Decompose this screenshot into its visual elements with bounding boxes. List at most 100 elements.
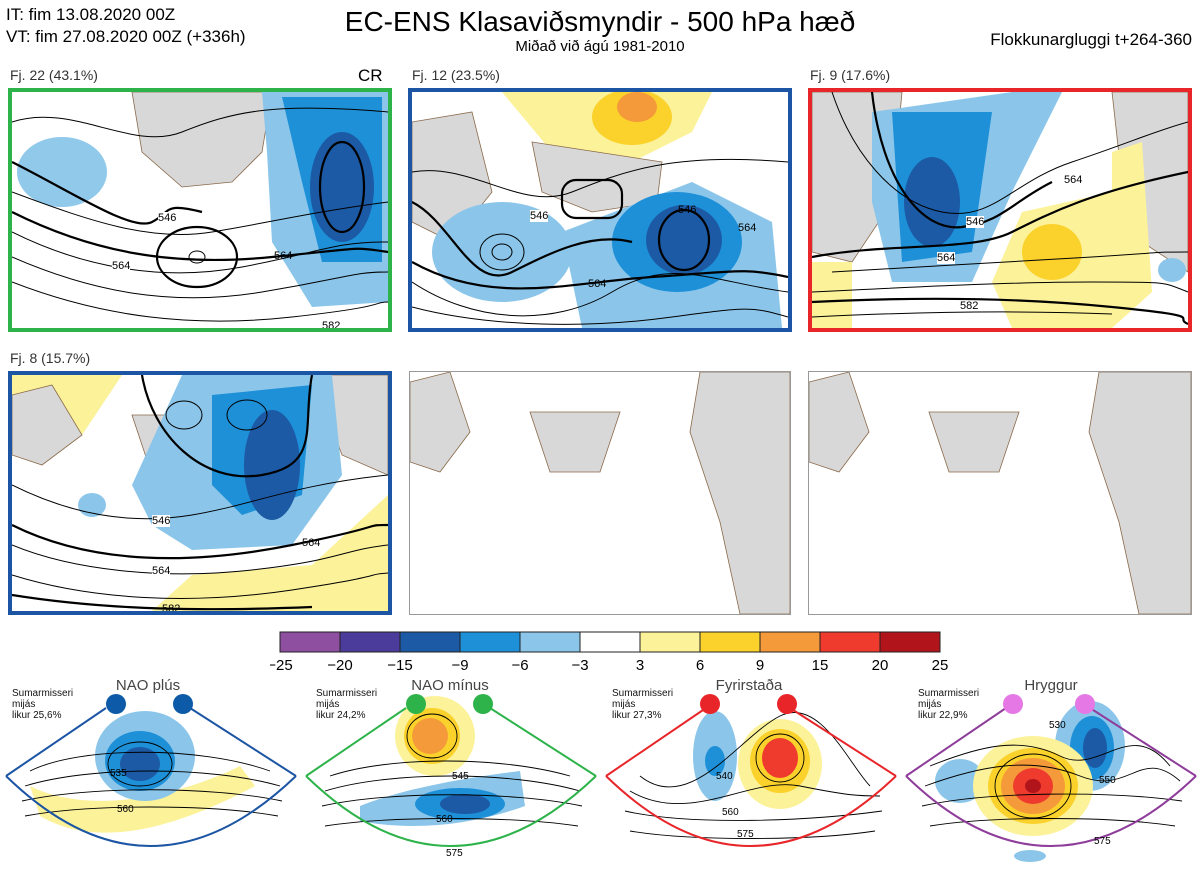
panel-1-tag: CR <box>358 66 383 85</box>
regime-dot <box>173 694 193 714</box>
contour-label: 550 <box>1099 775 1116 786</box>
cluster-map-2: 546 546 564 564 <box>408 88 792 332</box>
regime-dot <box>1075 694 1095 714</box>
regime-info: Sumarmisseri mijás likur 24,2% <box>316 688 377 721</box>
regime-dot <box>700 694 720 714</box>
regime-title: NAO mínus <box>411 677 489 694</box>
regime-mean: mijás <box>12 699 36 710</box>
classification-window: Flokkunargluggi t+264-360 <box>990 30 1192 49</box>
cluster-map-1: 546 564 564 582 <box>8 88 392 332</box>
valid-time: VT: fim 27.08.2020 00Z (+336h) <box>6 27 246 46</box>
empty-map-5-graphic <box>410 372 790 614</box>
regime-season: Sumarmisseri <box>612 688 674 699</box>
colorbar-segment <box>339 631 401 653</box>
initial-time: IT: fim 13.08.2020 00Z <box>6 5 176 24</box>
regime-info: Sumarmisseri mijás likur 27,3% <box>612 688 673 721</box>
colorbar-segment <box>399 631 461 653</box>
empty-map-6-graphic <box>809 372 1191 614</box>
contour-label: 564 <box>738 222 757 234</box>
contour-label: 564 <box>152 565 171 577</box>
regime-info: Sumarmisseri mijás likur 22,9% <box>918 688 979 721</box>
contour-label: 582 <box>322 320 341 332</box>
contour-label: 564 <box>274 250 293 262</box>
regime-season: Sumarmisseri <box>316 688 378 699</box>
regime-dot <box>777 694 797 714</box>
contour-label: 575 <box>446 848 463 859</box>
regime-title: Fyrirstaða <box>715 677 783 694</box>
contour-label: 564 <box>302 537 321 549</box>
cluster-map-3: 546 564 564 582 <box>808 88 1192 332</box>
regime-blocking <box>605 707 897 847</box>
colorbar-segment <box>819 631 881 653</box>
colorbar-segment <box>279 631 341 653</box>
contour-label: 564 <box>937 252 956 264</box>
regime-dot <box>406 694 426 714</box>
contour-label: 564 <box>1064 174 1083 186</box>
colorbar-tick-label: 20 <box>872 657 889 674</box>
regime-probability: likur 24,2% <box>316 710 366 721</box>
colorbar-tick-label: −25 <box>270 657 293 674</box>
contour-label: 575 <box>737 829 754 840</box>
regime-title: Hryggur <box>1024 677 1078 694</box>
cluster-map-2-graphic <box>412 92 788 328</box>
colorbar-tick-label: −3 <box>571 657 588 674</box>
regime-dot <box>1003 694 1023 714</box>
contour-label: 546 <box>966 216 985 228</box>
contour-label: 575 <box>1094 836 1111 847</box>
panel-1-label: Fj. 22 (43.1%) <box>10 67 98 83</box>
regime-dot <box>473 694 493 714</box>
colorbar-segment <box>759 631 821 653</box>
colorbar-segment <box>579 631 641 653</box>
empty-map-5 <box>409 371 791 615</box>
regime-probability: likur 27,3% <box>612 710 662 721</box>
regime-probability: likur 25,6% <box>12 710 62 721</box>
colorbar-segment <box>459 631 521 653</box>
colorbar-tick-label: 3 <box>636 657 644 674</box>
contour-label: 546 <box>530 210 549 222</box>
cluster-map-1-graphic <box>12 92 388 328</box>
cluster-map-4: 546 564 564 582 <box>8 371 392 615</box>
regime-ridge <box>905 701 1197 862</box>
regime-mean: mijás <box>612 699 636 710</box>
regime-mean: mijás <box>316 699 340 710</box>
colorbar-tick-label: −20 <box>327 657 352 674</box>
colorbar-tick-label: −15 <box>387 657 412 674</box>
contour-label: 535 <box>110 768 127 779</box>
contour-label: 564 <box>588 278 607 290</box>
run-info: IT: fim 13.08.2020 00Z VT: fim 27.08.202… <box>6 4 246 48</box>
colorbar-segment <box>699 631 761 653</box>
page-title: EC-ENS Klasaviðsmyndir - 500 hPa hæð <box>344 6 856 37</box>
colorbar-tick-label: −6 <box>511 657 528 674</box>
colorbar-tick-label: 15 <box>812 657 829 674</box>
regime-info: Sumarmisseri mijás likur 25,6% <box>12 688 73 721</box>
contour-label: 582 <box>960 300 979 312</box>
colorbar-tick-label: −9 <box>451 657 468 674</box>
regime-season: Sumarmisseri <box>12 688 74 699</box>
colorbar-segment <box>879 631 941 653</box>
empty-map-6 <box>808 371 1192 615</box>
regime-nao-minus <box>305 696 597 847</box>
contour-label: 564 <box>112 260 131 272</box>
colorbar-tick-label: 6 <box>696 657 704 674</box>
contour-label: 546 <box>678 204 697 216</box>
page-subtitle: Miðað við ágú 1981-2010 <box>515 38 685 55</box>
colorbar-segment <box>519 631 581 653</box>
regime-season: Sumarmisseri <box>918 688 980 699</box>
panel-4-label: Fj. 8 (15.7%) <box>10 350 91 366</box>
regime-probability: likur 22,9% <box>918 710 968 721</box>
colorbar-tick-label: 25 <box>932 657 949 674</box>
panel-3-label: Fj. 9 (17.6%) <box>810 67 891 83</box>
colorbar: −25 −20 −15 −9 −6 −3 3 6 9 15 20 25 <box>270 631 949 674</box>
contour-label: 560 <box>722 807 739 818</box>
regime-mean: mijás <box>918 699 942 710</box>
contour-label: 560 <box>436 814 453 825</box>
contour-label: 530 <box>1049 720 1066 731</box>
regime-nao-plus <box>5 707 297 847</box>
colorbar-tick-label: 9 <box>756 657 764 674</box>
contour-label: 546 <box>152 515 171 527</box>
cluster-map-3-graphic <box>812 92 1188 328</box>
colorbar-segment <box>639 631 701 653</box>
contour-label: 546 <box>158 212 177 224</box>
contour-label: 560 <box>117 804 134 815</box>
cluster-map-4-graphic <box>12 375 388 611</box>
